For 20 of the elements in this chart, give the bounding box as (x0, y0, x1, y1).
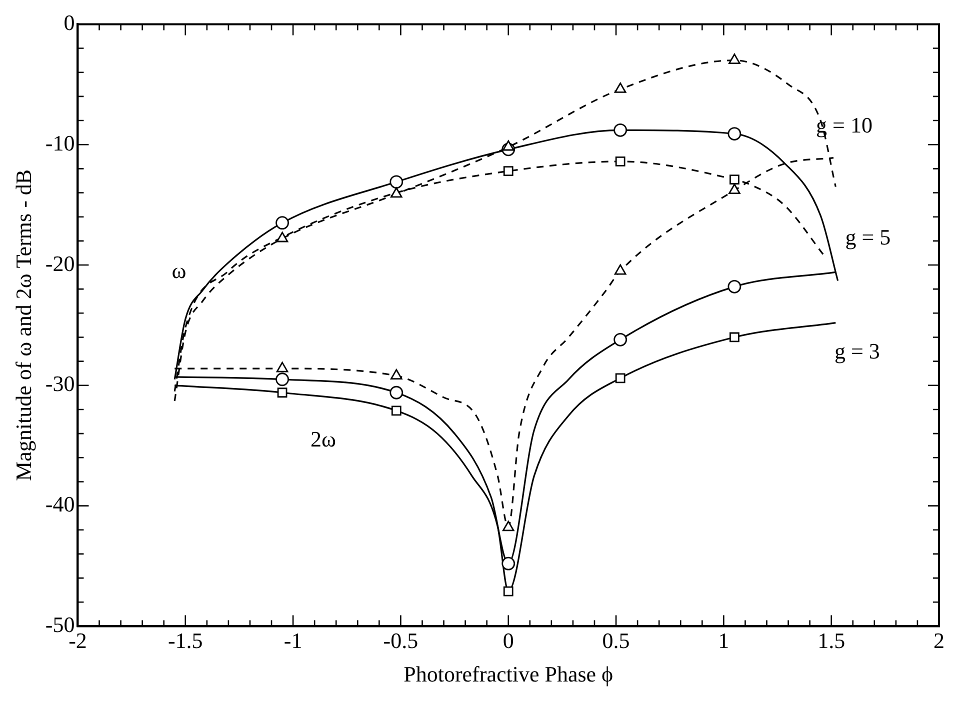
x-tick-label: 1 (718, 628, 730, 654)
y-axis-title: Magnitude of ω and 2ω Terms - dB (10, 169, 36, 481)
x-axis-title: Photorefractive Phase ϕ (404, 662, 614, 687)
annotation: 2ω (310, 426, 336, 452)
x-tick-label: 0 (502, 628, 514, 654)
annotation: ω (172, 258, 186, 284)
x-tick-label: -1.5 (168, 628, 203, 654)
y-tick-label: 0 (64, 10, 75, 35)
y-tick-label: -40 (45, 492, 75, 517)
y-tick-label: -20 (45, 250, 75, 276)
x-tick-label: 1.5 (818, 628, 846, 654)
x-tick-label: -1 (284, 628, 302, 654)
x-tick-label: 2 (934, 628, 944, 654)
annotation: g = 10 (816, 112, 872, 138)
annotation: g = 5 (845, 224, 891, 250)
annotation: g = 3 (834, 338, 880, 364)
x-tick-label: 0.5 (602, 628, 630, 654)
y-tick-label: -10 (45, 130, 75, 156)
y-tick-label: -30 (45, 371, 75, 396)
x-tick-label: -0.5 (383, 628, 418, 654)
